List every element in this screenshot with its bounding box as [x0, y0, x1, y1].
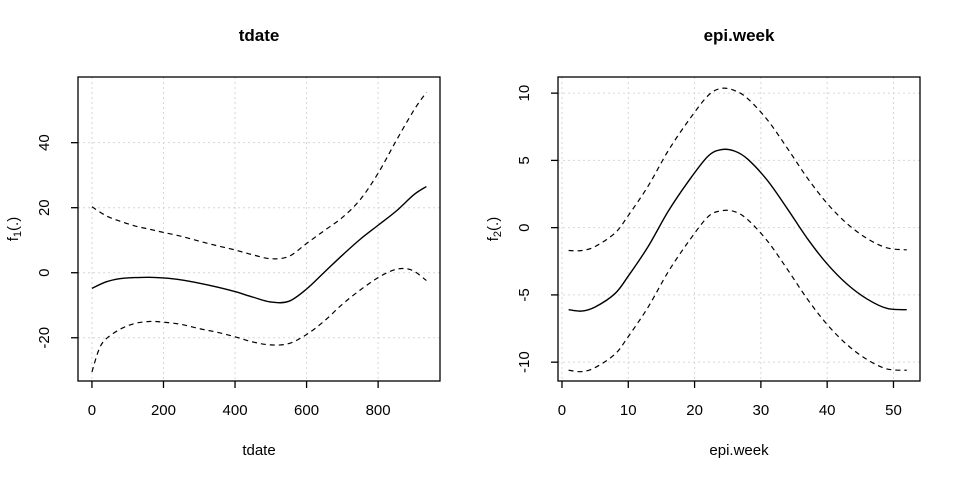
- y-axis-label: f1(.): [5, 217, 24, 241]
- y-tick-label: 40: [36, 134, 53, 151]
- x-tick-label: 30: [753, 402, 770, 419]
- upper-ci-line: [568, 87, 907, 252]
- figure-epi-week: 0 10 20 30 40 50 -10 -5 0 5 10 epi.week epi.week f2(.…: [485, 26, 921, 459]
- y-tick-label: 0: [516, 223, 533, 231]
- x-tick-label: 400: [223, 402, 248, 419]
- x-tick-label: 10: [620, 402, 637, 419]
- lower-ci-line: [568, 209, 907, 373]
- plot-title: tdate: [239, 26, 280, 45]
- y-tick-label: 0: [36, 269, 53, 277]
- y-tick-label: -10: [516, 351, 533, 373]
- x-axis-label: tdate: [242, 442, 275, 459]
- x-tick-label: 0: [88, 402, 96, 419]
- x-tick-label: 40: [819, 402, 836, 419]
- x-axis-label: epi.week: [709, 442, 769, 459]
- y-axis-label: f2(.): [485, 217, 504, 241]
- upper-ci-line: [91, 91, 427, 260]
- plot-box: [557, 76, 921, 382]
- x-tick-label: 800: [366, 402, 391, 419]
- y-tick-label: 20: [36, 199, 53, 216]
- x-tick-label: 600: [294, 402, 319, 419]
- x-tick-label: 20: [686, 402, 703, 419]
- y-tick-label: -20: [36, 327, 53, 349]
- fit-line: [91, 185, 427, 304]
- x-tick-label: 50: [885, 402, 902, 419]
- y-tick-label: 5: [516, 156, 533, 164]
- figure-tdate: 0 200 400 600 800 -20 0 20 40 tdate tdate f1(.): [5, 26, 441, 459]
- x-tick-label: 0: [558, 402, 566, 419]
- plot-box: [77, 76, 441, 382]
- y-tick-label: 10: [516, 85, 533, 102]
- fit-line: [568, 148, 907, 312]
- plot-title: epi.week: [704, 26, 775, 45]
- y-tick-label: -5: [516, 288, 533, 301]
- lower-ci-line: [91, 267, 427, 373]
- x-tick-label: 200: [151, 402, 176, 419]
